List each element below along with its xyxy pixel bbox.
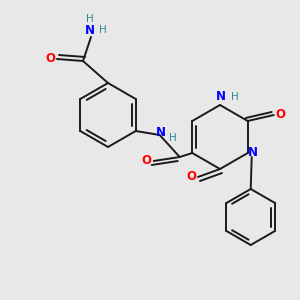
Text: N: N bbox=[156, 127, 166, 140]
Text: H: H bbox=[86, 14, 94, 24]
Text: O: O bbox=[186, 170, 196, 184]
Text: H: H bbox=[231, 92, 239, 102]
Text: O: O bbox=[142, 154, 152, 167]
Text: O: O bbox=[276, 109, 286, 122]
Text: H: H bbox=[99, 25, 107, 35]
Text: N: N bbox=[85, 23, 95, 37]
Text: H: H bbox=[169, 133, 176, 143]
Text: N: N bbox=[216, 91, 226, 103]
Text: N: N bbox=[248, 146, 258, 160]
Text: O: O bbox=[45, 52, 55, 65]
